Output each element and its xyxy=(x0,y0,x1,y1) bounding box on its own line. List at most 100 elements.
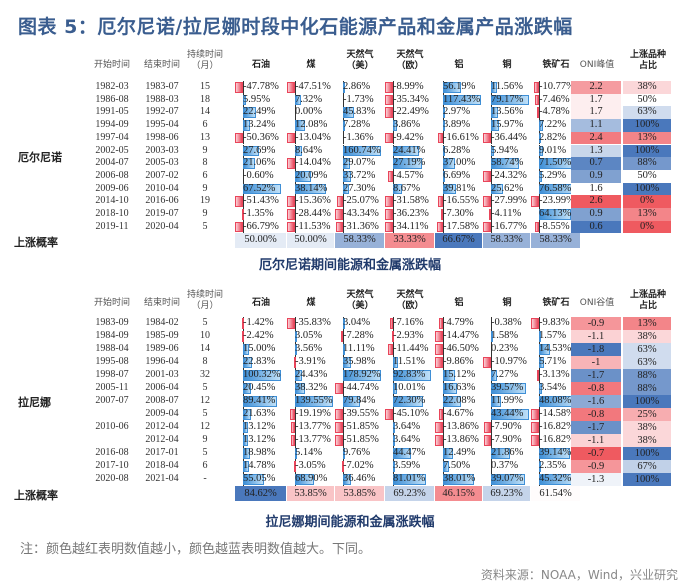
positive-bar xyxy=(539,461,541,472)
value-text: -51.85% xyxy=(343,421,379,432)
value-text: 9.76% xyxy=(343,447,371,458)
value-cell: 3.59% xyxy=(385,460,435,473)
bar-axis xyxy=(539,421,540,434)
value-cell: 9.01% xyxy=(531,144,581,158)
positive-bar xyxy=(295,370,302,381)
value-cell: -13.77% xyxy=(287,421,335,434)
value-cell: -9.83% xyxy=(531,317,581,330)
duration: 9 xyxy=(202,208,208,219)
value-text: -39.55% xyxy=(343,408,379,419)
value-text: 11.99% xyxy=(491,395,523,406)
value-cell: 8.67% xyxy=(385,182,435,196)
value-text: 7.32% xyxy=(295,93,323,105)
value-text: 11.51% xyxy=(393,356,425,367)
start-date: 2007-07 xyxy=(95,395,129,406)
negative-bar xyxy=(535,94,539,106)
positive-bar xyxy=(243,448,251,459)
value-cell: 67.52% xyxy=(235,182,287,196)
positive-bar xyxy=(491,82,497,93)
bar-axis xyxy=(343,330,344,343)
duration: 13 xyxy=(200,131,210,143)
positive-bar xyxy=(295,383,306,394)
negative-bar xyxy=(440,209,443,220)
bar-axis xyxy=(539,195,540,208)
value-cell: -45.10% xyxy=(385,408,435,421)
negative-bar xyxy=(385,221,393,233)
negative-bar xyxy=(435,331,443,342)
start-date: 2004-07 xyxy=(95,157,129,169)
ratio-cell: 38% xyxy=(623,81,671,94)
positive-bar xyxy=(393,396,423,407)
oni-cell: 0.9 xyxy=(571,208,621,221)
duration: 14 xyxy=(200,106,210,118)
positive-bar xyxy=(295,331,297,342)
value-cell: -11.44% xyxy=(385,343,435,356)
value-text: 38.14% xyxy=(295,182,328,194)
value-cell: -1.35% xyxy=(235,208,287,221)
start-date: 2019-11 xyxy=(95,220,129,232)
positive-bar xyxy=(295,94,301,106)
value-text: -7.28% xyxy=(343,330,374,341)
start-date: 2006-08 xyxy=(95,169,129,181)
duration: 6 xyxy=(202,169,208,181)
bar-axis xyxy=(343,408,344,421)
positive-bar xyxy=(491,396,502,407)
column-header: 石油 xyxy=(251,298,270,308)
positive-bar xyxy=(443,448,454,459)
value-cell: 24.41% xyxy=(385,144,435,158)
positive-bar xyxy=(491,107,498,119)
positive-bar xyxy=(443,170,446,182)
value-cell: 3.05% xyxy=(287,330,335,343)
value-text: 5.95% xyxy=(243,93,271,105)
positive-bar xyxy=(443,474,475,485)
value-cell: -28.44% xyxy=(287,208,335,221)
negative-bar xyxy=(341,461,344,472)
value-cell: -4.78% xyxy=(531,106,581,120)
value-cell: -1.73% xyxy=(335,93,385,107)
value-cell: -13.86% xyxy=(435,434,483,447)
value-text: 0.00% xyxy=(295,106,323,118)
oni-cell: 0.6 xyxy=(571,220,621,234)
bar-axis xyxy=(393,81,394,94)
value-cell: 13.12% xyxy=(235,421,287,434)
end-date: 1996-04 xyxy=(145,356,179,367)
ratio-cell: 100% xyxy=(623,182,671,196)
bar-axis xyxy=(295,131,296,145)
bar-axis xyxy=(343,208,344,221)
negative-bar xyxy=(536,370,539,381)
oni-cell: -0.9 xyxy=(571,460,621,473)
value-cell: 3.64% xyxy=(385,421,435,434)
value-cell: -22.49% xyxy=(385,106,435,120)
value-text: -1.36% xyxy=(343,131,374,143)
value-cell: 7.28% xyxy=(335,119,385,132)
value-text: 2.82% xyxy=(539,131,567,143)
duration: 6 xyxy=(202,119,208,131)
value-text: -9.83% xyxy=(539,317,570,328)
duration: 12 xyxy=(200,421,210,432)
positive-bar xyxy=(443,82,462,93)
value-text: -36.44% xyxy=(491,131,527,143)
column-header: 铜 xyxy=(502,60,512,70)
value-text: 8.67% xyxy=(393,182,421,194)
value-cell: 64.13% xyxy=(531,208,581,221)
start-date: 1994-09 xyxy=(95,119,129,131)
probability-cell: 46.15% xyxy=(435,486,482,501)
probability-cell: 61.54% xyxy=(531,486,580,501)
value-text: -27.99% xyxy=(491,195,527,207)
value-text: -14.04% xyxy=(295,157,331,169)
bar-axis xyxy=(243,195,244,208)
value-cell: 2.82% xyxy=(531,131,581,145)
value-text: -2.93% xyxy=(393,330,424,341)
value-cell: -0.60% xyxy=(235,169,287,183)
value-text: 2.86% xyxy=(343,81,371,92)
value-text: -7.46% xyxy=(539,93,570,105)
value-cell: 15.00% xyxy=(235,343,287,356)
positive-bar xyxy=(393,357,398,368)
negative-bar xyxy=(437,196,443,207)
value-cell: 27.30% xyxy=(335,182,385,196)
end-date: 2009-04 xyxy=(145,408,179,419)
value-text: 16.63% xyxy=(443,382,476,393)
positive-bar xyxy=(393,461,395,472)
start-date: 2005-11 xyxy=(95,382,129,393)
positive-bar xyxy=(393,120,398,131)
